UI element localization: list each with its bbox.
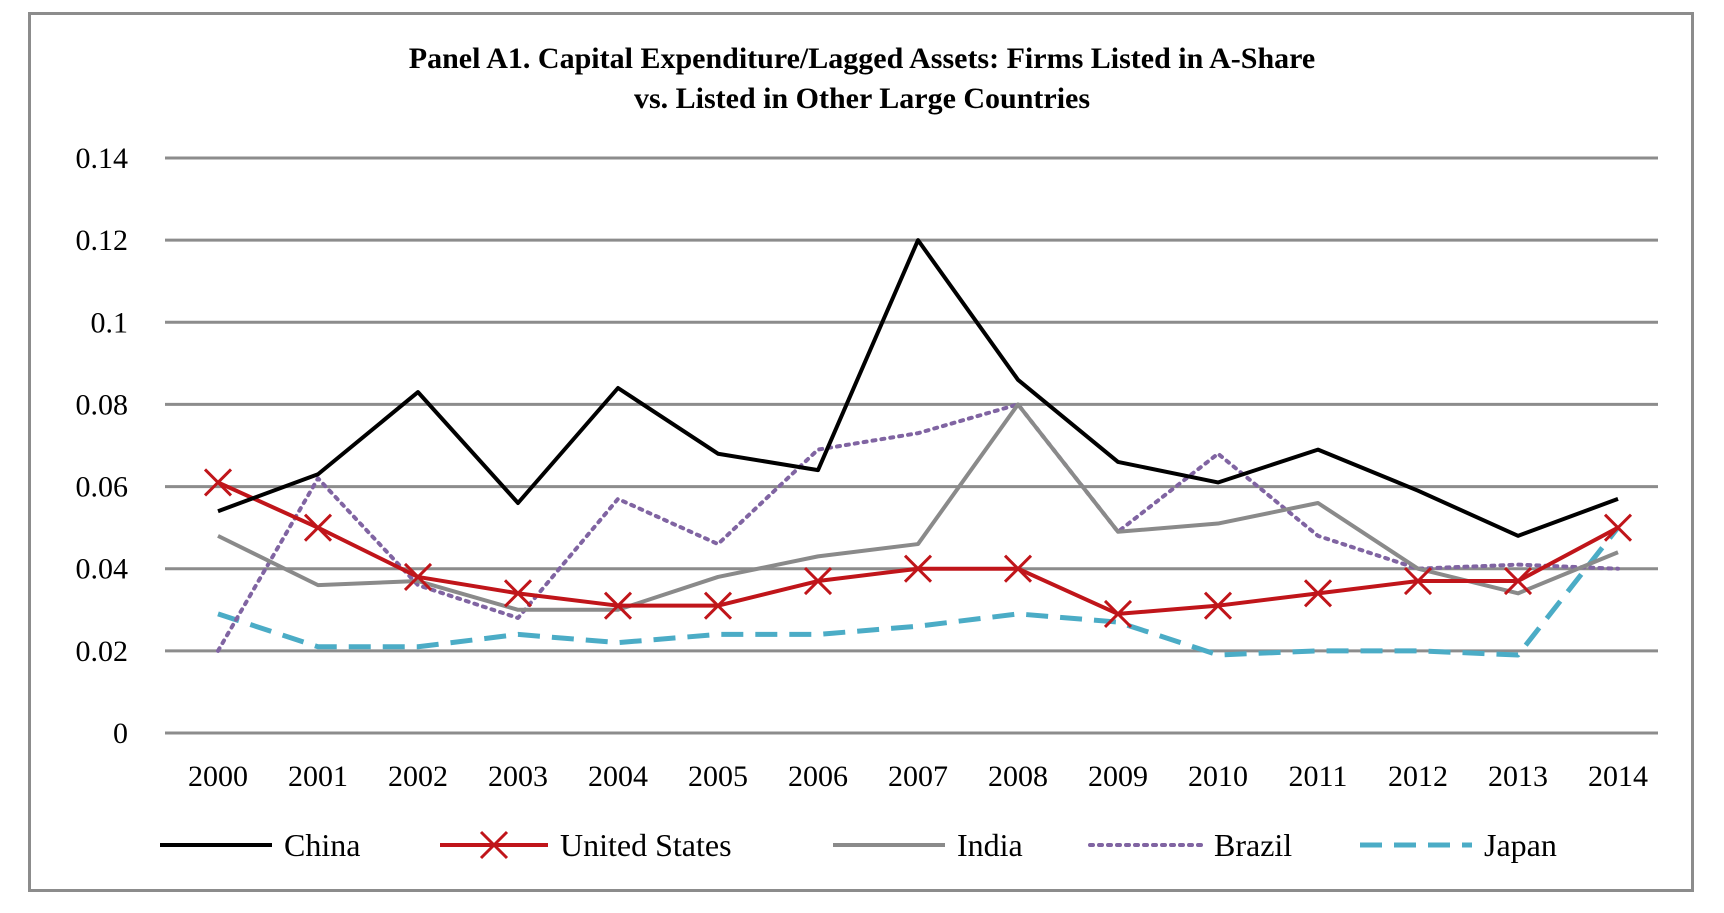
y-tick-label-0-08: 0.08	[76, 388, 129, 421]
y-axis-tick-labels: 0 0.02 0.04 0.06 0.08 0.1 0.12 0.14	[76, 142, 129, 750]
legend-label-japan: Japan	[1484, 827, 1557, 863]
y-tick-label-0-06: 0.06	[76, 471, 129, 504]
x-tick-label-2008: 2008	[988, 760, 1048, 793]
x-tick-label-2013: 2013	[1488, 760, 1548, 793]
y-tick-label-0: 0	[113, 717, 128, 750]
y-tick-label-0-12: 0.12	[76, 224, 129, 257]
x-tick-label-2007: 2007	[888, 760, 948, 793]
y-tick-label-0-1: 0.1	[91, 306, 129, 339]
x-tick-label-2000: 2000	[188, 760, 248, 793]
x-axis-tick-labels: 2000 2001 2002 2003 2004 2005 2006 2007 2008 2009…	[188, 760, 1648, 793]
series-line-india	[217, 402, 1619, 612]
x-tick-label-2001: 2001	[288, 760, 348, 793]
data-point-united-states-2011	[1303, 579, 1333, 608]
x-tick-label-2011: 2011	[1289, 760, 1348, 793]
data-point-united-states-2000	[203, 468, 233, 497]
data-point-united-states-2009	[1103, 599, 1133, 628]
y-tick-label-0-02: 0.02	[76, 635, 129, 668]
series-line-united-states	[217, 480, 1619, 616]
x-tick-label-2006: 2006	[788, 760, 848, 793]
data-point-united-states-2007	[903, 554, 933, 583]
series-line-japan	[217, 526, 1620, 658]
data-point-united-states-2006	[803, 566, 833, 596]
data-point-united-states-2001	[303, 513, 333, 542]
legend-label-china: China	[284, 827, 360, 863]
data-point-united-states-2002	[403, 562, 433, 591]
series-line-brazil	[216, 402, 1620, 653]
x-tick-label-2009: 2009	[1088, 760, 1148, 793]
x-tick-label-2005: 2005	[688, 760, 748, 793]
x-tick-label-2014: 2014	[1588, 760, 1648, 793]
x-tick-label-2012: 2012	[1388, 760, 1448, 793]
chart-title-line-1: Panel A1. Capital Expenditure/Lagged Ass…	[409, 42, 1315, 75]
legend: China United States India Brazil Japan	[160, 827, 1557, 863]
legend-item-japan: Japan	[1360, 827, 1557, 863]
legend-label-brazil: Brazil	[1214, 827, 1292, 863]
chart-title-line-2: vs. Listed in Other Large Countries	[634, 82, 1090, 115]
series-india	[217, 402, 1619, 612]
data-point-united-states-2012	[1403, 566, 1433, 596]
data-point-united-states-2005	[703, 591, 733, 620]
series-united-states	[203, 468, 1633, 628]
x-tick-label-2004: 2004	[588, 760, 648, 793]
x-tick-label-2003: 2003	[488, 760, 548, 793]
legend-label-india: India	[957, 827, 1023, 863]
data-point-united-states-2004	[603, 591, 633, 620]
data-point-united-states-2008	[1003, 554, 1033, 583]
legend-item-united-states: United States	[440, 827, 732, 863]
data-point-united-states-2010	[1203, 591, 1233, 620]
series-china	[217, 238, 1619, 538]
legend-label-united-states: United States	[560, 827, 732, 863]
data-point-united-states-2013	[1503, 566, 1533, 596]
series-lines	[203, 238, 1633, 658]
legend-item-brazil: Brazil	[1088, 827, 1292, 863]
series-brazil	[216, 402, 1620, 653]
y-tick-label-0-14: 0.14	[76, 142, 129, 175]
legend-item-india: India	[833, 827, 1023, 863]
x-tick-label-2010: 2010	[1188, 760, 1248, 793]
data-point-united-states-2003	[503, 579, 533, 608]
legend-item-china: China	[160, 827, 360, 863]
legend-marker-united-states	[479, 830, 509, 860]
series-japan	[217, 526, 1620, 658]
x-tick-label-2002: 2002	[388, 760, 448, 793]
data-point-united-states-2014	[1603, 513, 1633, 542]
chart-title: Panel A1. Capital Expenditure/Lagged Ass…	[409, 42, 1315, 115]
y-tick-label-0-04: 0.04	[76, 553, 129, 586]
series-line-china	[217, 238, 1619, 538]
